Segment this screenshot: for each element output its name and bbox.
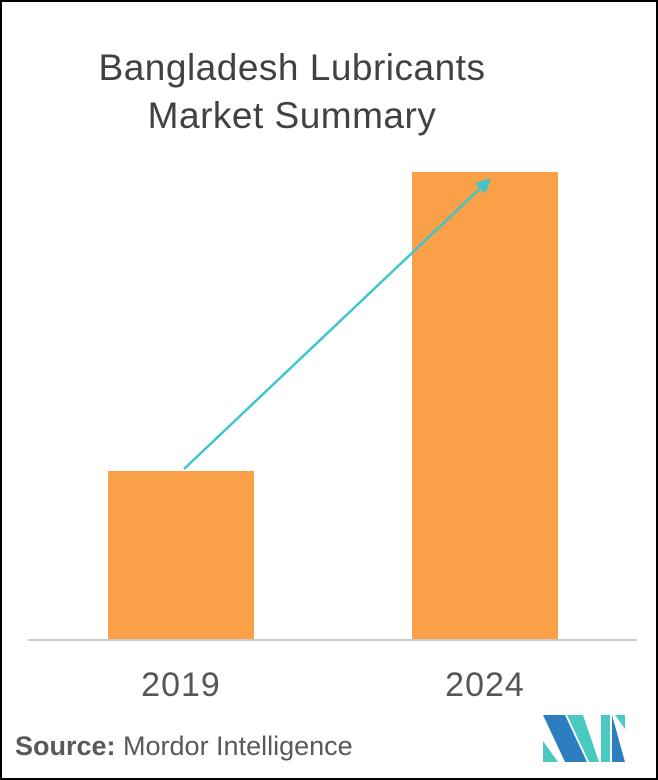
logo-teal-left-shape bbox=[543, 741, 558, 762]
chart-title-line2: Market Summary bbox=[147, 95, 437, 136]
logo-teal-bar-shape bbox=[601, 715, 610, 762]
category-label: 2019 bbox=[141, 666, 221, 704]
x-axis-line bbox=[28, 639, 637, 641]
logo-blue-left-shape bbox=[543, 715, 587, 762]
chart-title-line1: Bangladesh Lubricants bbox=[98, 47, 486, 88]
source-label: Source: bbox=[15, 731, 116, 761]
source-attribution: Source: Mordor Intelligence bbox=[15, 730, 353, 762]
source-value: Mordor Intelligence bbox=[115, 731, 353, 761]
bar bbox=[108, 471, 254, 639]
logo-teal-right-sliver bbox=[615, 715, 625, 729]
logo-teal-middle-shape bbox=[567, 715, 599, 762]
category-label: 2024 bbox=[445, 666, 525, 704]
bar bbox=[412, 172, 558, 639]
logo-blue-right-triangle bbox=[612, 715, 625, 762]
chart-title: Bangladesh Lubricants Market Summary bbox=[2, 44, 582, 140]
mordor-intelligence-logo bbox=[543, 715, 625, 762]
